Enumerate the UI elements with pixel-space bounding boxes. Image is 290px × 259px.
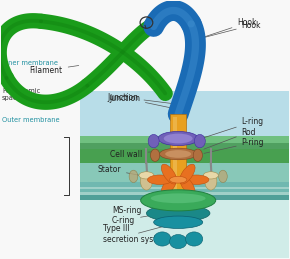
FancyBboxPatch shape bbox=[80, 192, 289, 195]
Ellipse shape bbox=[146, 205, 210, 222]
Ellipse shape bbox=[161, 164, 177, 184]
FancyBboxPatch shape bbox=[80, 143, 289, 149]
Ellipse shape bbox=[161, 175, 177, 195]
Text: Tip: Tip bbox=[155, 3, 174, 18]
Ellipse shape bbox=[154, 216, 203, 228]
Text: Stator: Stator bbox=[97, 165, 147, 177]
Ellipse shape bbox=[184, 175, 209, 184]
FancyBboxPatch shape bbox=[80, 187, 289, 189]
Text: C-ring: C-ring bbox=[112, 214, 161, 225]
Text: P-ring: P-ring bbox=[204, 138, 264, 153]
Text: Inner membrane: Inner membrane bbox=[2, 60, 58, 66]
FancyBboxPatch shape bbox=[80, 149, 289, 163]
FancyBboxPatch shape bbox=[80, 182, 289, 187]
Ellipse shape bbox=[151, 149, 160, 161]
FancyBboxPatch shape bbox=[80, 136, 289, 143]
Ellipse shape bbox=[165, 150, 191, 158]
Text: Periplasmic
space: Periplasmic space bbox=[2, 88, 40, 101]
Ellipse shape bbox=[139, 172, 154, 179]
Text: Hook: Hook bbox=[200, 21, 261, 39]
Ellipse shape bbox=[148, 134, 159, 148]
Ellipse shape bbox=[185, 232, 203, 246]
FancyBboxPatch shape bbox=[80, 91, 289, 136]
Text: Filament: Filament bbox=[30, 66, 79, 75]
Text: Outer membrane: Outer membrane bbox=[2, 118, 60, 124]
Ellipse shape bbox=[205, 172, 217, 190]
FancyBboxPatch shape bbox=[80, 189, 289, 192]
Ellipse shape bbox=[140, 172, 153, 190]
Text: Type III
secretion system: Type III secretion system bbox=[103, 224, 168, 243]
Ellipse shape bbox=[219, 170, 227, 183]
Text: Rod: Rod bbox=[204, 128, 256, 149]
Text: L-ring: L-ring bbox=[204, 117, 264, 138]
Text: Cell wall: Cell wall bbox=[110, 149, 154, 159]
Ellipse shape bbox=[193, 149, 202, 161]
Text: Junction: Junction bbox=[108, 93, 171, 103]
Text: Junction: Junction bbox=[109, 94, 173, 108]
Ellipse shape bbox=[170, 176, 187, 183]
Ellipse shape bbox=[164, 134, 193, 143]
Ellipse shape bbox=[180, 175, 195, 195]
FancyBboxPatch shape bbox=[170, 114, 186, 197]
Ellipse shape bbox=[151, 193, 206, 203]
Ellipse shape bbox=[154, 232, 171, 246]
Ellipse shape bbox=[141, 190, 216, 211]
FancyBboxPatch shape bbox=[173, 117, 177, 194]
Ellipse shape bbox=[180, 164, 195, 184]
Ellipse shape bbox=[170, 234, 187, 249]
Text: Hook: Hook bbox=[200, 18, 257, 38]
Ellipse shape bbox=[194, 134, 205, 148]
Ellipse shape bbox=[160, 148, 197, 160]
FancyBboxPatch shape bbox=[80, 163, 289, 182]
Ellipse shape bbox=[158, 131, 198, 146]
Ellipse shape bbox=[203, 172, 218, 179]
Ellipse shape bbox=[148, 175, 172, 184]
FancyBboxPatch shape bbox=[80, 195, 289, 200]
FancyBboxPatch shape bbox=[80, 200, 289, 258]
Text: MS-ring: MS-ring bbox=[112, 201, 158, 215]
Ellipse shape bbox=[129, 170, 138, 183]
